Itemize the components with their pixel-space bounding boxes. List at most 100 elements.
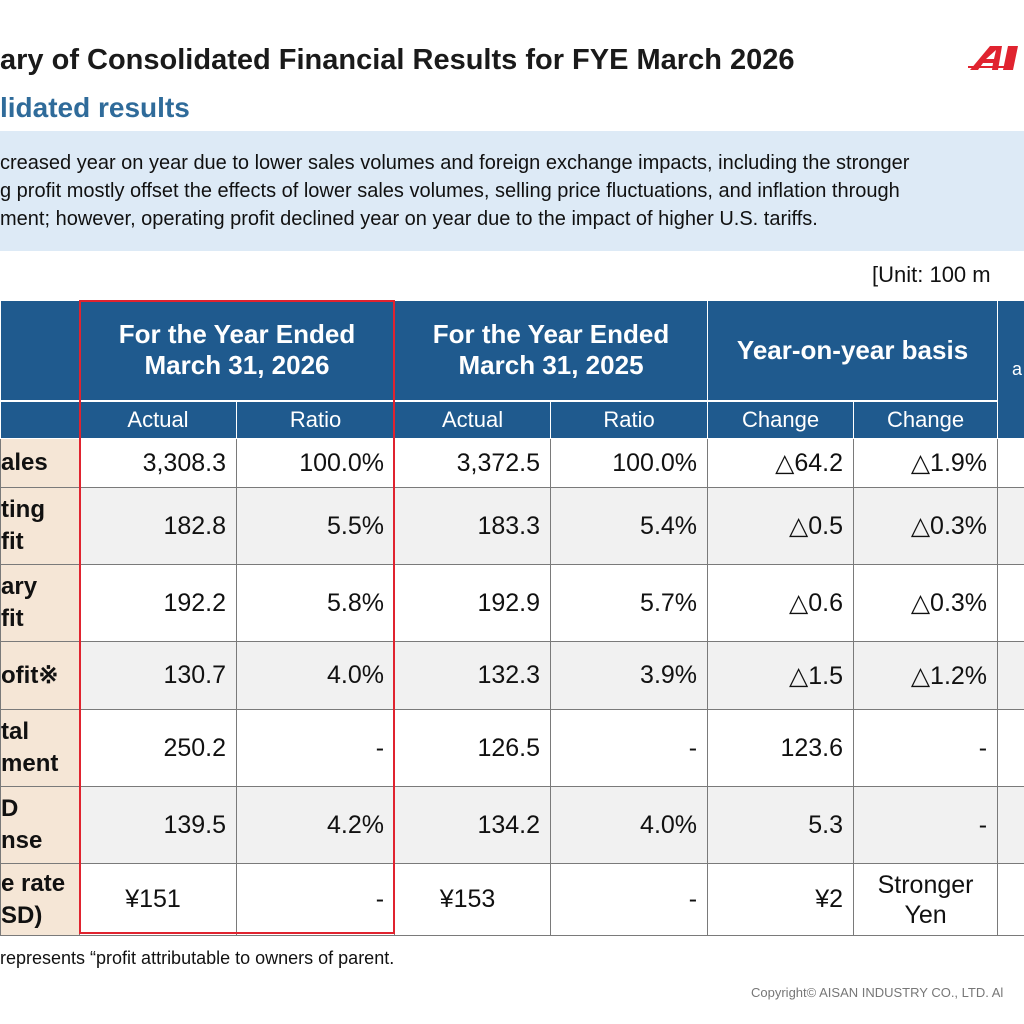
change-percent: △0.3%: [853, 564, 999, 642]
ratio-2026: 100.0%: [235, 438, 396, 488]
sub-header: Change: [853, 399, 999, 439]
row-label-line: tal: [1, 718, 30, 745]
extra-cell: [997, 487, 1024, 565]
change-amount: △1.5: [707, 641, 855, 710]
change-percent: △1.9%: [853, 438, 999, 488]
header-yoy: Year-on-year basis: [707, 300, 999, 401]
row-label: ary fit: [0, 564, 80, 642]
row-label-line: ment: [1, 750, 59, 777]
change-percent: Stronger Yen: [853, 863, 999, 936]
ratio-2025: 4.0%: [550, 786, 709, 864]
row-label-line: e rate: [1, 869, 66, 897]
row-label-line: fit: [1, 605, 24, 632]
extra-cell: [997, 709, 1024, 787]
change-amount: 5.3: [707, 786, 855, 864]
row-label-line: nse: [1, 827, 43, 854]
row-label: ales: [0, 438, 80, 488]
header-fy2026-line1: For the Year Ended: [118, 319, 356, 350]
header-fy2026-line2: March 31, 2026: [144, 350, 330, 381]
change-amount: 123.6: [707, 709, 855, 787]
extra-cell: [997, 438, 1024, 488]
actual-2026: 192.2: [79, 564, 237, 642]
results-table: For the Year Ended March 31, 2026 For th…: [0, 300, 1024, 936]
ratio-2026: -: [235, 709, 396, 787]
unit-label: [Unit: 100 m: [872, 262, 991, 287]
footnote: represents “profit attributable to owner…: [0, 948, 395, 968]
actual-2025: 132.3: [394, 641, 552, 710]
company-logo: [968, 46, 1018, 70]
change-amount: △0.5: [707, 487, 855, 565]
row-label-line: D: [1, 795, 19, 822]
actual-2025: ¥153: [394, 863, 552, 936]
actual-2026: 130.7: [79, 641, 237, 710]
actual-2026: 3,308.3: [79, 438, 237, 488]
actual-2025: 192.9: [394, 564, 552, 642]
extra-cell: [997, 641, 1024, 710]
section-subtitle: lidated results: [0, 92, 190, 123]
row-label: e rate SD): [0, 863, 80, 936]
row-label-line: ales: [1, 449, 48, 476]
header-fy2025: For the Year Ended March 31, 2025: [394, 300, 709, 401]
actual-2025: 126.5: [394, 709, 552, 787]
extra-cell: [997, 564, 1024, 642]
row-label: tal ment: [0, 709, 80, 787]
summary-line: g profit mostly offset the effects of lo…: [0, 180, 900, 202]
row-label-line: SD): [1, 901, 43, 929]
header-extra: a: [997, 300, 1024, 439]
summary-line: creased year on year due to lower sales …: [0, 152, 910, 174]
sub-header: Ratio: [550, 399, 709, 439]
actual-2025: 183.3: [394, 487, 552, 565]
sub-header: Change: [707, 399, 855, 439]
table-row: ofit※ 130.7 4.0% 132.3 3.9% △1.5 △1.2%: [0, 641, 1024, 710]
ratio-2025: 5.4%: [550, 487, 709, 565]
header-corner: [0, 300, 80, 401]
change-amount: ¥2: [707, 863, 855, 936]
ratio-2026: 4.2%: [235, 786, 396, 864]
copyright: Copyright© AISAN INDUSTRY CO., LTD. Al: [751, 985, 1004, 1000]
table-row: e rate SD) ¥151 - ¥153 - ¥2 Stronger Yen: [0, 863, 1024, 936]
change-percent: △0.3%: [853, 487, 999, 565]
table-row: ting fit 182.8 5.5% 183.3 5.4% △0.5 △0.3%: [0, 487, 1024, 565]
table-row: ary fit 192.2 5.8% 192.9 5.7% △0.6 △0.3%: [0, 564, 1024, 642]
ratio-2026: 5.8%: [235, 564, 396, 642]
ratio-2025: -: [550, 709, 709, 787]
sub-header: Actual: [79, 399, 237, 439]
row-label-line: ofit※: [1, 661, 59, 689]
change-percent: -: [853, 786, 999, 864]
change-amount: △0.6: [707, 564, 855, 642]
table-row: tal ment 250.2 - 126.5 - 123.6 -: [0, 709, 1024, 787]
extra-cell: [997, 786, 1024, 864]
change-percent: -: [853, 709, 999, 787]
change-percent: △1.2%: [853, 641, 999, 710]
header-fy2026: For the Year Ended March 31, 2026: [78, 300, 396, 401]
sub-header: Ratio: [235, 399, 396, 439]
row-label: ting fit: [0, 487, 80, 565]
actual-2025: 134.2: [394, 786, 552, 864]
actual-2026: ¥151: [79, 863, 237, 936]
row-label-line: fit: [1, 528, 24, 555]
ratio-2025: -: [550, 863, 709, 936]
ratio-2026: 5.5%: [235, 487, 396, 565]
actual-2025: 3,372.5: [394, 438, 552, 488]
ratio-2025: 5.7%: [550, 564, 709, 642]
header-fy2025-line2: March 31, 2025: [458, 350, 644, 381]
header-fy2025-line1: For the Year Ended: [432, 319, 670, 350]
row-label: ofit※: [0, 641, 80, 710]
actual-2026: 250.2: [79, 709, 237, 787]
summary-box: creased year on year due to lower sales …: [0, 131, 1024, 251]
change-amount: △64.2: [707, 438, 855, 488]
ratio-2025: 3.9%: [550, 641, 709, 710]
actual-2026: 182.8: [79, 487, 237, 565]
ratio-2025: 100.0%: [550, 438, 709, 488]
extra-cell: [997, 863, 1024, 936]
actual-2026: 139.5: [79, 786, 237, 864]
row-label-line: ary: [1, 573, 38, 600]
header-corner-sub: [0, 399, 80, 439]
page-title: ary of Consolidated Financial Results fo…: [0, 44, 795, 76]
row-label-line: ting: [1, 496, 45, 523]
ratio-2026: -: [235, 863, 396, 936]
ratio-2026: 4.0%: [235, 641, 396, 710]
table-row: ales 3,308.3 100.0% 3,372.5 100.0% △64.2…: [0, 438, 1024, 488]
summary-line: ment; however, operating profit declined…: [0, 208, 818, 230]
